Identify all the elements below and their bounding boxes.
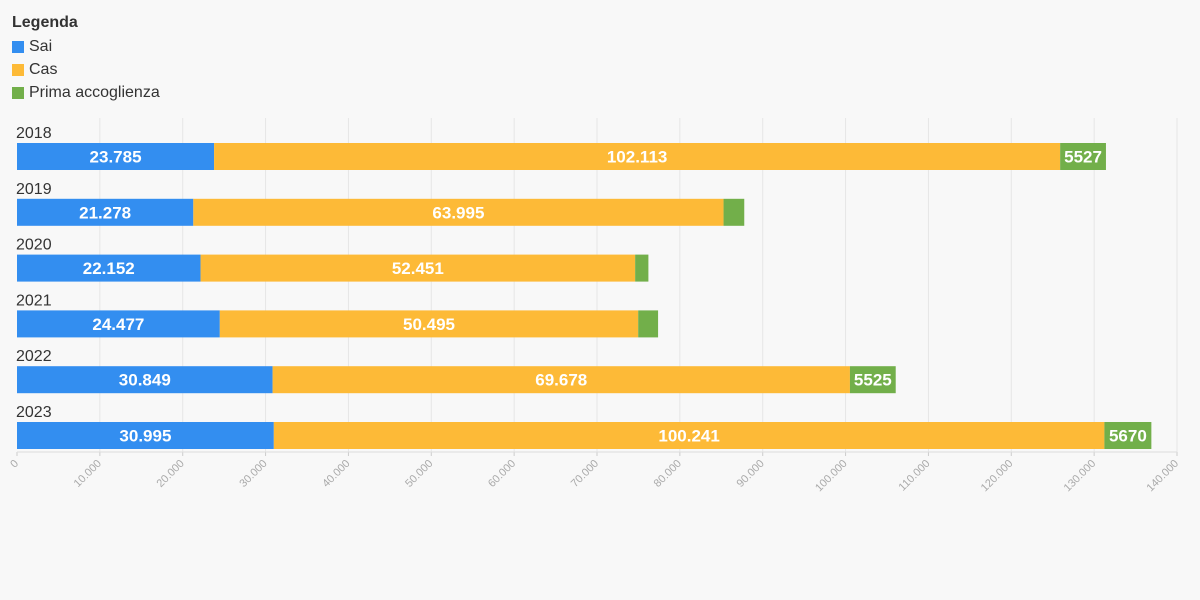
x-tick-label: 0 [8,458,21,471]
bar-cas-2020 [200,254,636,282]
legend-label-prima-accoglienza: Prima accoglienza [29,83,160,101]
year-label-2020: 2020 [16,237,52,254]
x-tick-label: 20.000 [155,458,187,490]
legend-swatch-cas [12,63,24,76]
bar-sai-2022 [17,366,273,394]
x-tick-label: 90.000 [735,458,767,490]
bar-label-sai-2022: 30.849 [119,371,171,390]
bar-prima-accoglienza-2021 [638,310,659,338]
x-tick-label: 70.000 [569,458,601,490]
bar-prima-accoglienza-2018 [1060,143,1106,170]
bar-prima-accoglienza-2020 [635,254,649,282]
bar-cas-2018 [214,143,1061,170]
year-label-2018: 2018 [16,125,52,142]
x-tick-label: 140.000 [1145,458,1182,495]
legend-label-cas: Cas [29,60,58,78]
x-tick-label: 120.000 [979,458,1016,495]
legend-title: Legenda [12,14,78,31]
year-label-2023: 2023 [16,404,52,421]
legend-item-cas: Cas [12,58,160,81]
x-tick-label: 50.000 [403,458,435,490]
bar-label-cas-2020: 52.451 [392,259,444,278]
bar-label-cas-2022: 69.678 [535,371,587,390]
bar-cas-2021 [219,310,639,338]
bar-label-cas-2018: 102.113 [607,148,668,167]
bar-label-sai-2018: 23.785 [90,148,142,167]
bar-label-sai-2020: 22.152 [83,259,135,278]
bar-label-cas-2021: 50.495 [403,315,455,334]
bar-label-sai-2019: 21.278 [79,203,131,222]
year-label-2022: 2022 [16,348,52,365]
x-tick-label: 40.000 [320,458,352,490]
legend-swatch-sai [12,40,24,53]
bar-cas-2022 [272,366,850,394]
bar-label-cas-2019: 63.995 [432,203,484,222]
bar-sai-2020 [17,254,201,282]
bar-sai-2019 [17,198,194,226]
year-label-2021: 2021 [16,292,52,309]
legend-item-prima-accoglienza: Prima accoglienza [12,81,160,104]
bar-label-cas-2023: 100.241 [658,427,719,446]
bar-label-sai-2021: 24.477 [92,315,144,334]
bar-label-prima-accoglienza-2023: 5670 [1109,427,1147,446]
legend: Legenda Sai Cas Prima accoglienza [12,13,160,104]
bar-label-prima-accoglienza-2022: 5525 [854,371,892,390]
x-tick-label: 10.000 [72,458,104,490]
bar-prima-accoglienza-2019 [723,198,745,226]
legend-item-sai: Sai [12,35,160,58]
x-tick-label: 100.000 [813,458,850,495]
x-tick-label: 30.000 [237,458,269,490]
bar-cas-2019 [193,198,724,226]
x-tick-label: 130.000 [1062,458,1099,495]
legend-swatch-prima-accoglienza [12,86,24,99]
bar-label-sai-2023: 30.995 [119,427,171,446]
bar-prima-accoglienza-2023 [1104,422,1152,449]
bar-cas-2023 [273,422,1105,449]
bar-label-prima-accoglienza-2018: 5527 [1064,148,1102,167]
x-tick-label: 110.000 [897,458,933,494]
year-label-2019: 2019 [16,181,52,198]
legend-label-sai: Sai [29,37,53,55]
bar-sai-2023 [17,422,274,449]
x-tick-label: 80.000 [652,458,684,490]
bar-prima-accoglienza-2022 [849,366,896,394]
x-tick-label: 60.000 [486,458,518,490]
bar-sai-2018 [17,143,215,170]
bar-sai-2021 [17,310,220,338]
